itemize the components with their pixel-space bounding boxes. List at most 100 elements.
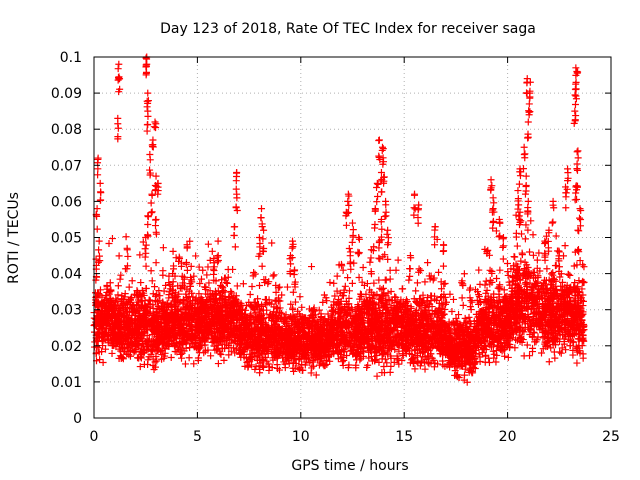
data-point: [250, 268, 258, 276]
data-point: [149, 362, 157, 370]
data-point: [415, 265, 423, 273]
data-point: [387, 362, 395, 370]
data-point: [233, 282, 241, 290]
data-point: [439, 247, 447, 255]
data-point: [105, 288, 113, 296]
data-point: [153, 357, 161, 365]
data-point: [93, 300, 101, 308]
data-point: [125, 283, 133, 291]
data-point: [107, 287, 115, 295]
data-point: [230, 223, 238, 231]
data-point: [142, 63, 150, 71]
data-point: [97, 310, 105, 318]
data-point: [123, 246, 131, 254]
data-point: [460, 270, 468, 278]
data-point: [160, 287, 168, 295]
data-point: [133, 330, 141, 338]
data-point: [144, 356, 152, 364]
data-point: [359, 263, 367, 271]
data-point: [148, 191, 156, 199]
data-point: [158, 355, 166, 363]
data-point: [366, 258, 374, 266]
data-point: [183, 244, 191, 252]
data-point: [136, 363, 144, 371]
data-point: [127, 342, 135, 350]
data-point: [239, 280, 247, 288]
data-point: [114, 291, 122, 299]
data-point: [152, 216, 160, 224]
data-point: [113, 297, 121, 305]
data-point: [197, 275, 205, 283]
data-point: [148, 337, 156, 345]
data-point: [370, 279, 378, 287]
data-point: [345, 201, 353, 209]
data-point: [167, 353, 175, 361]
data-point: [382, 208, 390, 216]
data-point: [375, 136, 383, 144]
data-point: [142, 304, 150, 312]
data-point: [289, 288, 297, 296]
data-point: [142, 241, 150, 249]
data-point: [373, 198, 381, 206]
data-point: [258, 205, 266, 213]
data-point: [178, 354, 186, 362]
data-point: [138, 340, 146, 348]
data-point: [94, 289, 102, 297]
data-point: [378, 146, 386, 154]
data-point: [114, 328, 122, 336]
data-point: [117, 271, 125, 279]
data-point: [105, 239, 113, 247]
data-point: [155, 322, 163, 330]
data-point: [394, 256, 402, 264]
data-point: [153, 291, 161, 299]
data-point: [101, 306, 109, 314]
data-point: [270, 271, 278, 279]
data-point: [142, 311, 150, 319]
data-point: [149, 141, 157, 149]
data-point: [111, 305, 119, 313]
data-point: [115, 60, 123, 68]
data-point: [98, 348, 106, 356]
data-point: [136, 251, 144, 259]
data-point: [339, 266, 347, 274]
data-point: [122, 314, 130, 322]
data-point: [441, 280, 449, 288]
data-point: [231, 243, 239, 251]
data-point: [355, 235, 363, 243]
data-point: [169, 247, 177, 255]
data-point: [375, 276, 383, 284]
data-point: [308, 263, 316, 271]
data-point: [159, 244, 167, 252]
data-point: [144, 220, 152, 228]
data-point: [152, 324, 160, 332]
data-point: [148, 208, 156, 216]
data-point: [147, 267, 155, 275]
data-point: [150, 365, 158, 373]
data-point: [232, 177, 240, 185]
data-point: [114, 120, 122, 128]
data-point: [97, 318, 105, 326]
data-point: [142, 262, 150, 270]
data-point: [258, 262, 266, 270]
data-point: [213, 253, 221, 261]
data-point: [120, 295, 128, 303]
data-point: [355, 249, 363, 257]
data-point: [138, 328, 146, 336]
data-point: [185, 354, 193, 362]
data-point: [159, 271, 167, 279]
data-point: [392, 266, 400, 274]
data-point: [439, 262, 447, 270]
data-point: [255, 234, 263, 241]
data-point: [138, 296, 146, 304]
data-point: [449, 295, 457, 303]
data-point: [115, 252, 123, 260]
data-point: [156, 322, 164, 330]
data-point: [137, 279, 145, 287]
data-point: [412, 287, 420, 295]
data-point: [210, 270, 218, 278]
data-point: [155, 335, 163, 343]
data-point: [125, 351, 133, 359]
data-point: [93, 225, 101, 233]
data-point: [100, 329, 108, 337]
data-point: [116, 320, 124, 328]
